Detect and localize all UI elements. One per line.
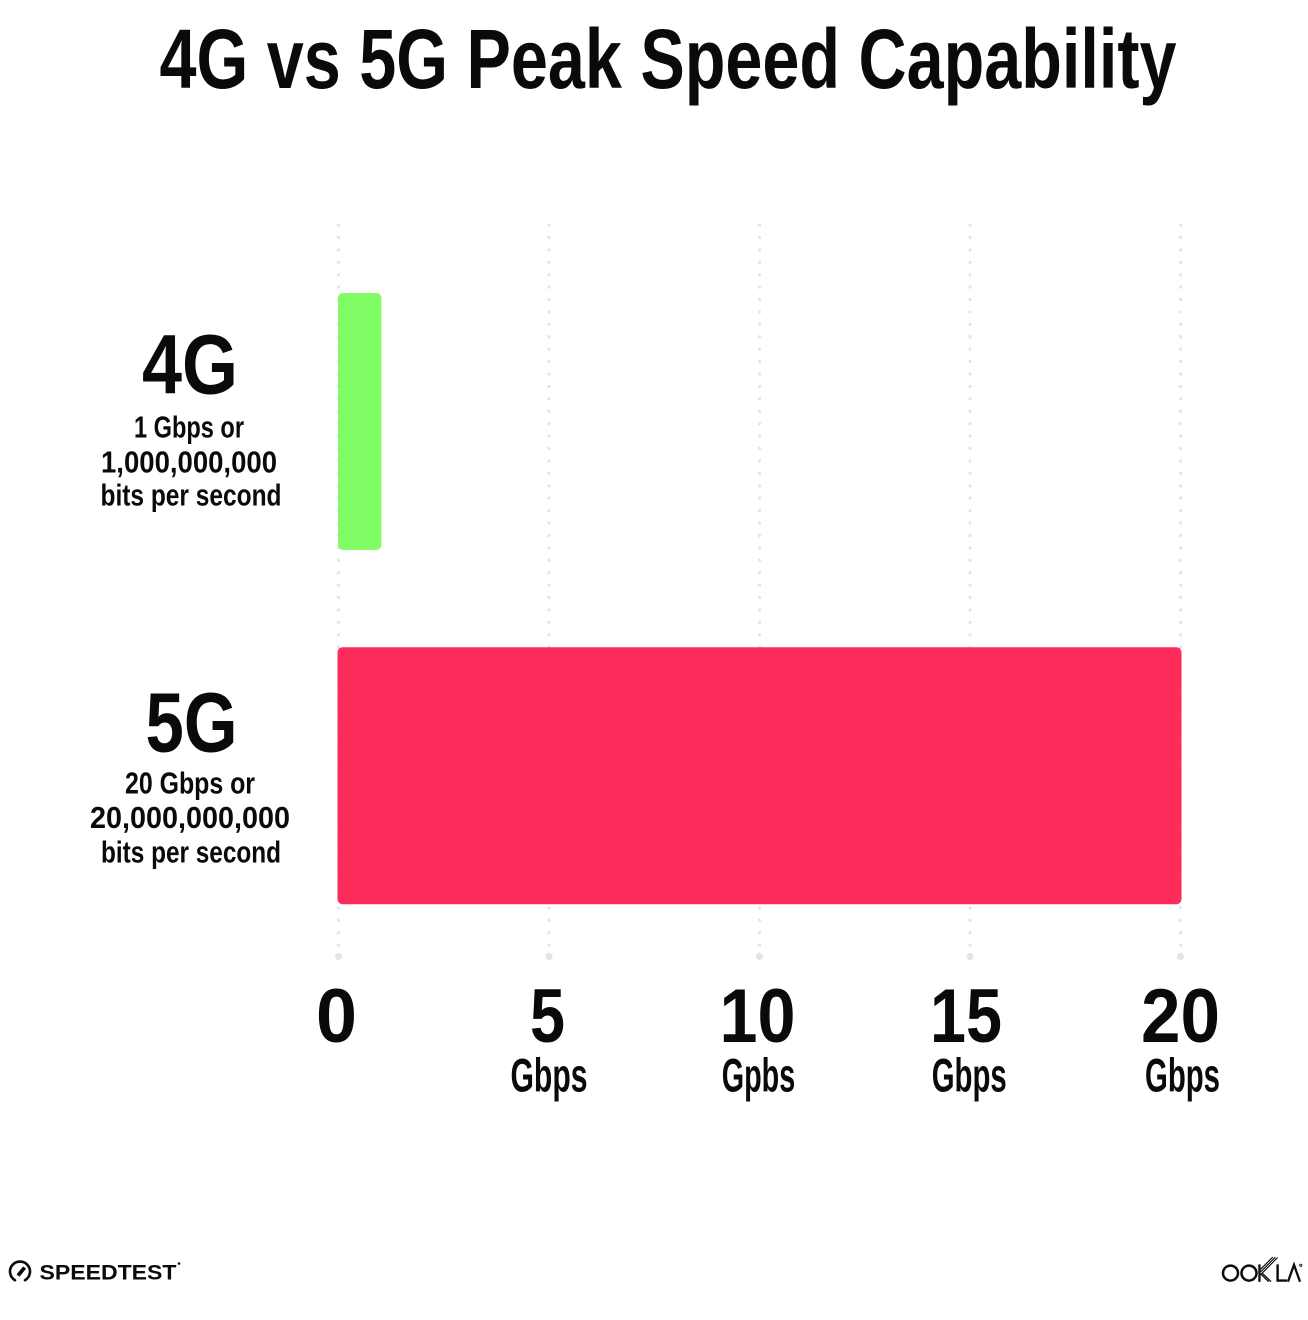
svg-text:10: 10 xyxy=(720,974,796,1059)
svg-text:5: 5 xyxy=(530,974,565,1059)
svg-text:Gpbs: Gpbs xyxy=(722,1050,796,1103)
svg-text:20 Gbps or: 20 Gbps or xyxy=(125,766,255,801)
svg-text:4G vs 5G Peak Speed Capability: 4G vs 5G Peak Speed Capability xyxy=(160,12,1177,106)
svg-text:4G: 4G xyxy=(142,317,238,411)
svg-text:0: 0 xyxy=(316,974,357,1059)
svg-text:Gbps: Gbps xyxy=(511,1050,588,1103)
svg-text:Gbps: Gbps xyxy=(932,1050,1007,1103)
svg-text:Gbps: Gbps xyxy=(1145,1050,1220,1103)
svg-text:5G: 5G xyxy=(146,676,238,770)
svg-text:bits per second: bits per second xyxy=(101,835,281,870)
svg-text:SPEEDTEST: SPEEDTEST xyxy=(40,1262,177,1285)
svg-text:20,000,000,000: 20,000,000,000 xyxy=(90,800,290,835)
svg-text:1,000,000,000: 1,000,000,000 xyxy=(101,444,277,479)
svg-text:1 Gbps or: 1 Gbps or xyxy=(134,409,244,444)
svg-text:20: 20 xyxy=(1141,974,1220,1059)
svg-text:15: 15 xyxy=(930,974,1002,1059)
svg-text:bits per second: bits per second xyxy=(101,477,282,512)
